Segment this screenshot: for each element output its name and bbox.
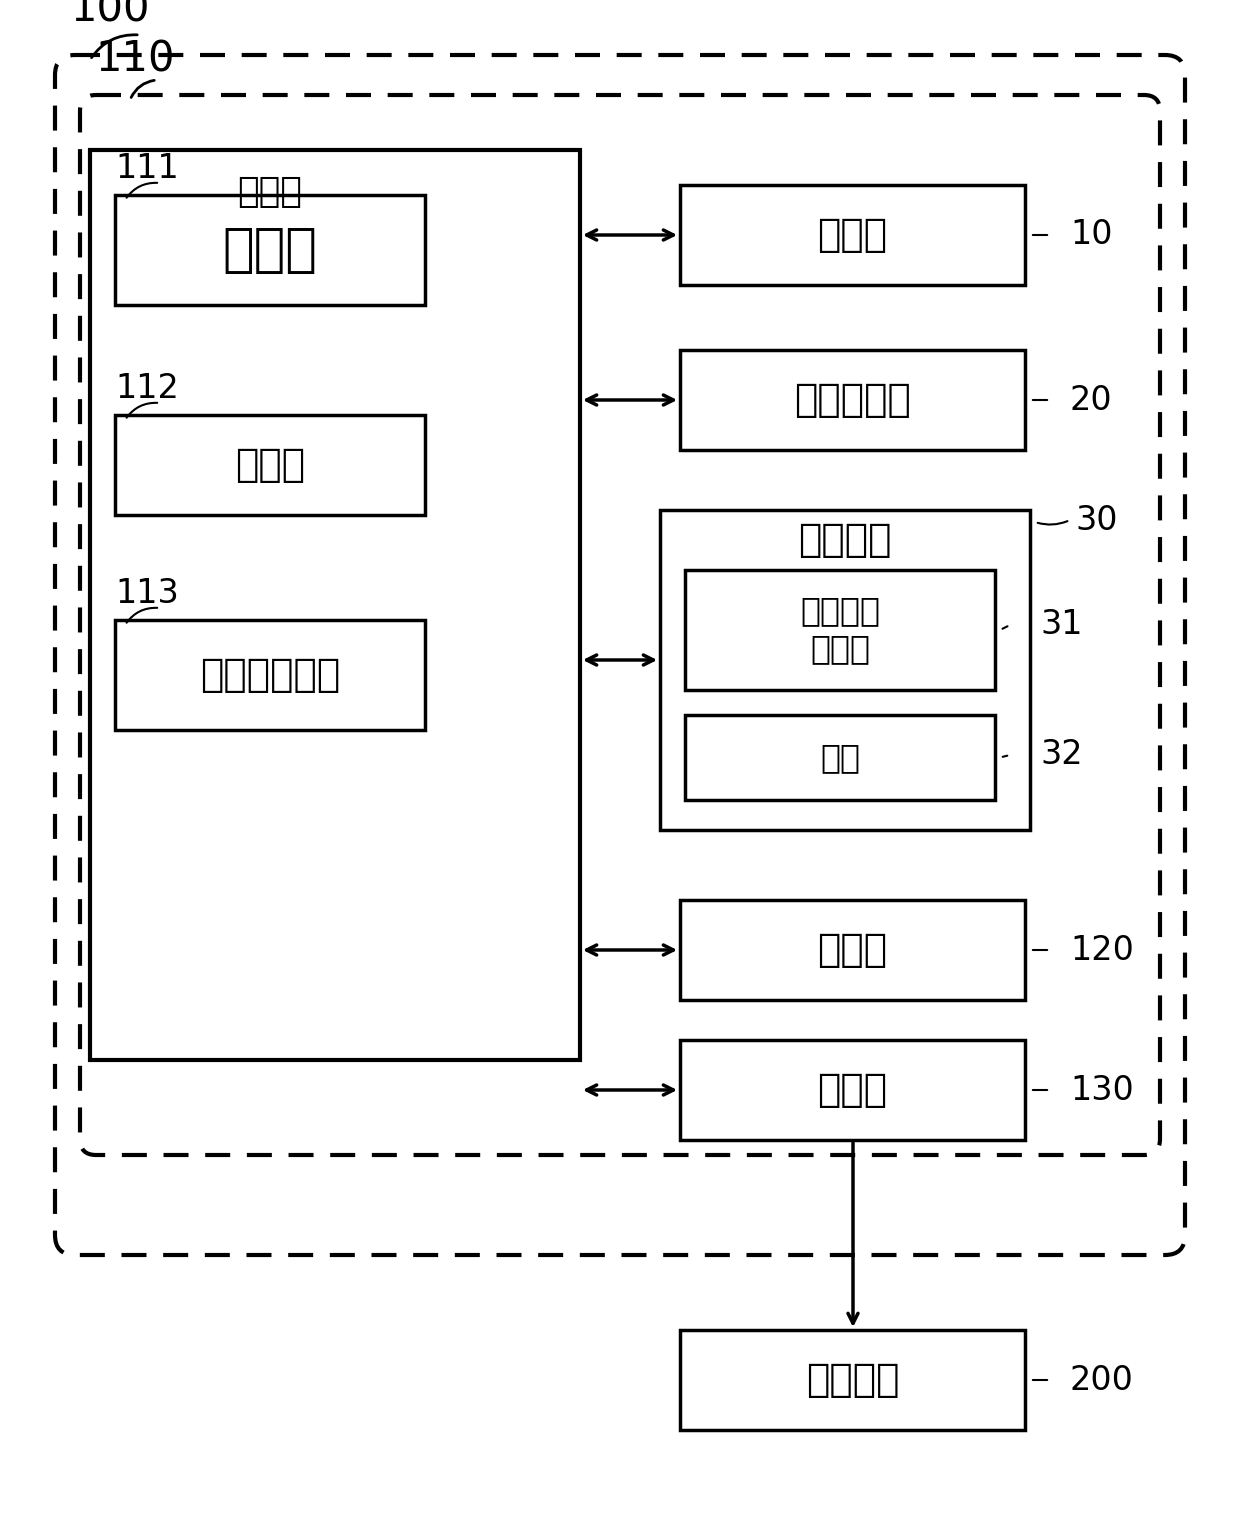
Text: 20: 20 [1070,383,1112,416]
FancyArrowPatch shape [1002,626,1008,629]
Bar [680,1039,1025,1139]
Text: 图像处理模块: 图像处理模块 [200,657,340,694]
Text: 控制部: 控制部 [238,176,303,209]
Text: 120: 120 [1070,934,1133,967]
Bar [115,195,425,306]
Text: 通信部: 通信部 [817,1071,888,1109]
Bar [660,510,1030,831]
Text: 32: 32 [1040,738,1083,772]
Bar [115,620,425,729]
Text: 100: 100 [69,0,150,30]
Bar [91,150,580,1061]
Text: 印刷部: 印刷部 [817,216,888,254]
Text: 存储器: 存储器 [234,446,305,484]
Text: 硬键: 硬键 [820,741,861,775]
Text: 111: 111 [115,151,179,185]
Bar [680,1330,1025,1430]
Bar [680,350,1025,449]
FancyBboxPatch shape [55,54,1185,1254]
Text: 30: 30 [1075,504,1117,537]
Text: 110: 110 [95,38,175,80]
FancyBboxPatch shape [81,95,1159,1154]
Bar [684,716,994,800]
Text: 触摸面板
显示器: 触摸面板 显示器 [800,595,880,666]
Bar [680,185,1025,284]
FancyArrowPatch shape [126,402,157,418]
Bar [680,900,1025,1000]
FancyArrowPatch shape [131,80,154,97]
Text: 130: 130 [1070,1074,1133,1106]
Text: 200: 200 [1070,1363,1133,1396]
FancyArrowPatch shape [126,183,157,198]
Bar [115,415,425,514]
FancyArrowPatch shape [126,608,157,623]
Bar [684,570,994,690]
Text: 31: 31 [1040,608,1083,642]
FancyArrowPatch shape [92,35,138,57]
Text: 存储部: 存储部 [817,930,888,968]
Text: 图像读取部: 图像读取部 [794,381,911,419]
Text: 外部设备: 外部设备 [806,1362,899,1400]
Text: 112: 112 [115,372,179,405]
FancyArrowPatch shape [1038,520,1068,525]
Text: 操作面板: 操作面板 [799,520,892,558]
Text: 113: 113 [115,576,179,610]
Text: 10: 10 [1070,218,1112,251]
Text: ＣＰＵ: ＣＰＵ [222,224,317,275]
